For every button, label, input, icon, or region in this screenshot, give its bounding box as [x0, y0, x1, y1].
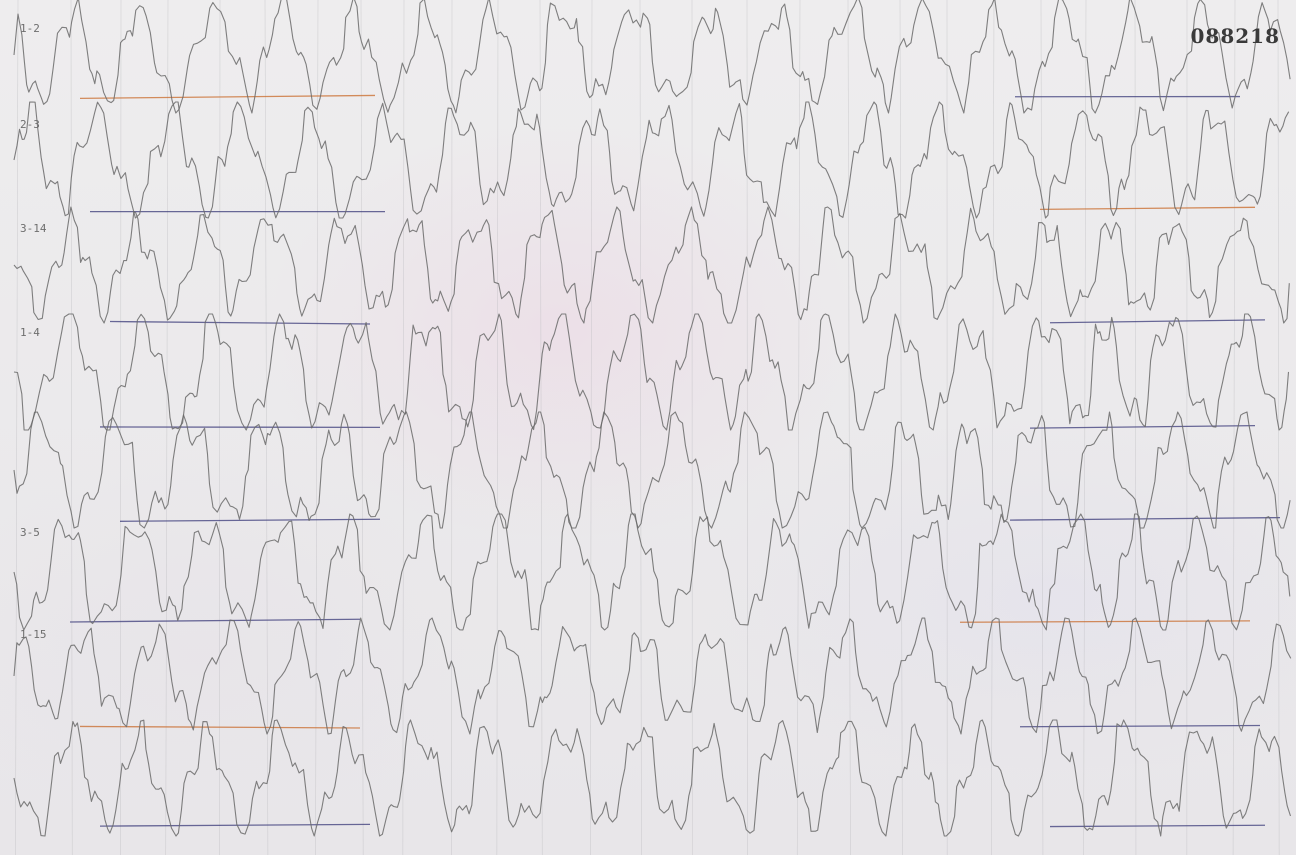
grid-line: [796, 0, 801, 855]
eeg-trace-channel: [13, 411, 1291, 529]
calibration-line: [79, 94, 376, 100]
record-number: 088218: [1190, 24, 1280, 48]
channel-label: 2-3: [20, 118, 40, 131]
calibration-line: [79, 725, 361, 729]
grid-line: [1232, 0, 1236, 855]
grid-line: [402, 0, 405, 855]
grid-line: [847, 0, 851, 855]
calibration-line: [1049, 319, 1266, 324]
grid-line: [991, 0, 995, 855]
eeg-trace-channel: [13, 719, 1292, 837]
chart-grid: [15, 0, 1280, 855]
grid-line: [590, 0, 593, 855]
calibration-line: [119, 518, 381, 522]
eeg-trace-channel: [13, 0, 1291, 114]
channel-label: 1-4: [20, 326, 40, 339]
grid-line: [496, 0, 499, 855]
grid-line: [746, 0, 748, 855]
eeg-trace-channel: [13, 313, 1290, 431]
eeg-trace-channel: [13, 101, 1290, 219]
eeg-trace-channel: [13, 617, 1292, 735]
grid-line: [899, 0, 903, 855]
calibration-line: [1019, 724, 1261, 728]
calibration-line: [959, 620, 1251, 623]
calibration-line: [99, 823, 371, 827]
channel-label: 1-2: [20, 22, 40, 35]
eeg-trace-channel: [13, 206, 1290, 324]
channel-label: 1-15: [20, 628, 47, 641]
calibration-line: [109, 320, 371, 325]
calibration-line: [1039, 206, 1256, 211]
calibration-line: [1049, 824, 1266, 828]
channel-label: 3-5: [20, 526, 40, 539]
calibration-line: [1009, 516, 1281, 521]
calibration-marks: [69, 94, 1281, 828]
channel-label: 3-14: [20, 222, 47, 235]
calibration-line: [1029, 424, 1256, 429]
grid-line: [639, 0, 642, 855]
eeg-traces: [13, 0, 1292, 837]
grid-line: [70, 0, 73, 855]
calibration-line: [69, 618, 361, 623]
grid-line: [15, 0, 19, 855]
eeg-trace-channel: [13, 513, 1291, 631]
grid-line: [539, 0, 543, 855]
